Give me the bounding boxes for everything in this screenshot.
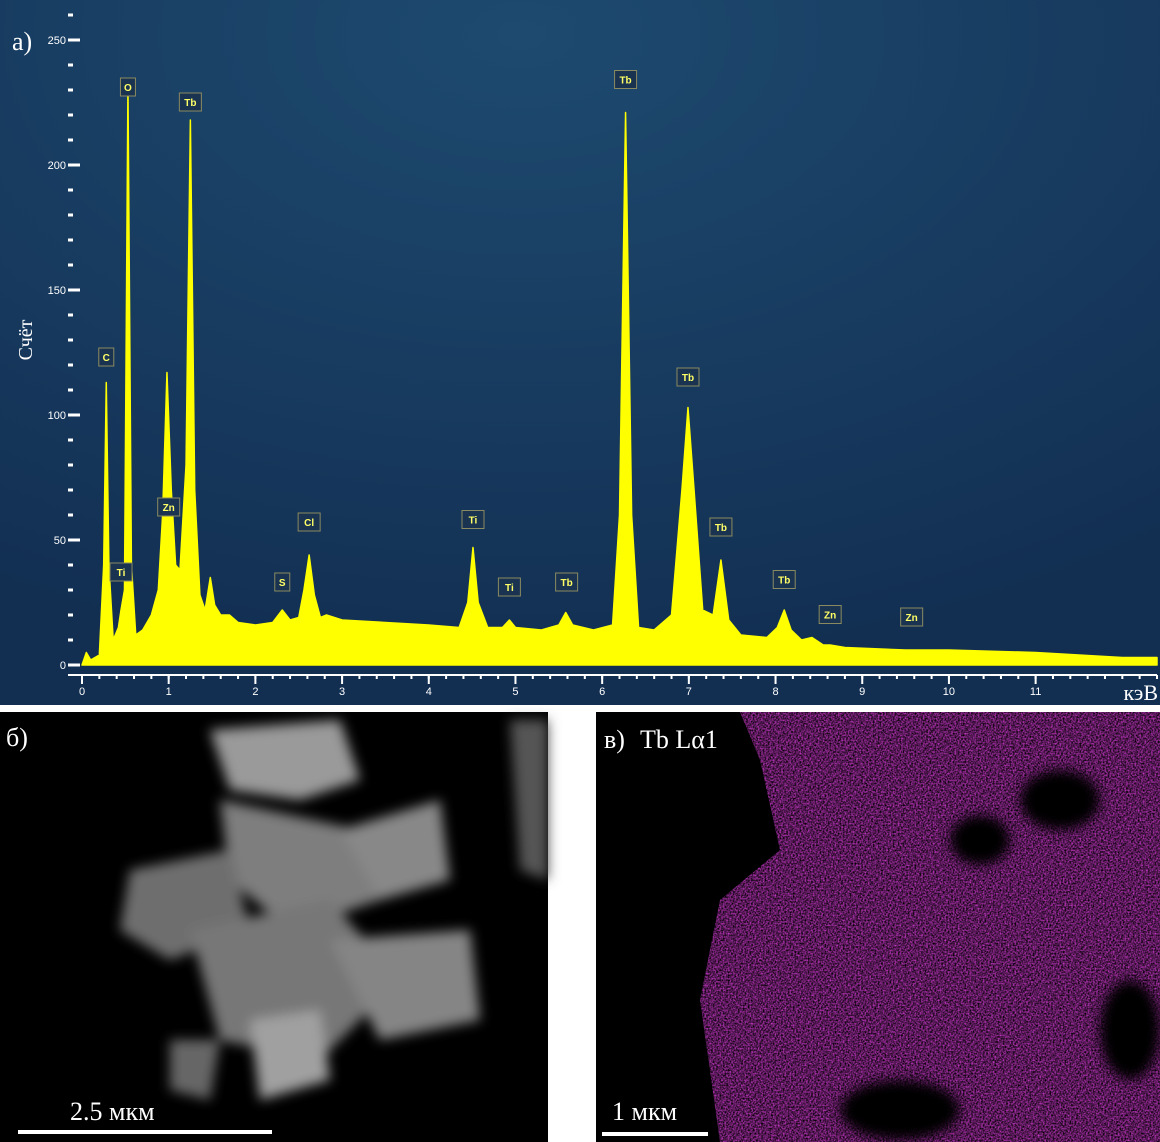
x-tick-label: 4	[426, 686, 432, 698]
y-tick-label: 200	[48, 160, 66, 172]
x-tick-label: 1	[166, 686, 172, 698]
panel-label: в)	[604, 725, 625, 754]
peak-tag-box	[555, 572, 579, 592]
peak-tag: Tb	[619, 76, 631, 87]
x-tick-label: 3	[339, 686, 345, 698]
peak-tag-box	[178, 92, 202, 112]
peak-tag: C	[103, 353, 110, 364]
x-tick-label: 11	[1030, 686, 1041, 698]
y-axis-label: Счёт	[15, 319, 37, 360]
peak-tag: Ti	[505, 583, 514, 594]
peak-tag: Ti	[469, 516, 478, 527]
y-tick-label: 50	[54, 535, 66, 547]
peak-tag: Zn	[824, 611, 836, 622]
peak-tag: O	[124, 83, 132, 94]
peak-tag: Zn	[906, 613, 918, 624]
peak-tag-box	[818, 605, 842, 624]
peak-tag-box	[109, 562, 133, 582]
peak-tag-box	[676, 367, 700, 387]
scale-bar-label: 2.5 мкм	[70, 1097, 155, 1126]
peak-tag-box	[461, 510, 485, 529]
peak-tag-box	[119, 77, 136, 97]
peak-tag-box	[297, 512, 321, 532]
x-tick-label: 10	[943, 686, 955, 698]
scale-bar-label: 1 мкм	[612, 1097, 677, 1126]
peak-tag-box	[614, 70, 638, 89]
peak-tag-box	[157, 497, 181, 517]
x-tick-label: 9	[859, 686, 865, 698]
y-tick-label: 0	[60, 660, 66, 672]
x-axis-label: кэВ	[1123, 680, 1158, 705]
panel-label: а)	[12, 27, 32, 56]
peak-tag: S	[279, 578, 286, 589]
x-tick-label: 6	[599, 686, 605, 698]
element-map-voids	[840, 770, 1160, 1140]
peak-tag: Zn	[163, 503, 175, 514]
spectrum-plot: 0 1 2 3 4 5 6 7 8 9 10 11 0 50 100 150 200 250 C Ti O Zn Tb S Cl…	[48, 13, 1158, 698]
x-tick-label: 0	[79, 686, 85, 698]
x-tick-label: 2	[252, 686, 258, 698]
peak-tag: Tb	[682, 373, 694, 384]
element-label: Tb Lα1	[640, 725, 718, 754]
y-tick-label: 100	[48, 410, 66, 422]
peak-tag: Ti	[117, 568, 126, 579]
element-map-signal	[700, 712, 1160, 1142]
x-tick-label: 7	[686, 686, 692, 698]
peak-tag: Tb	[184, 98, 196, 109]
peak-tag: Cl	[304, 518, 314, 529]
x-tick-label: 5	[512, 686, 518, 698]
x-tick-label: 8	[772, 686, 778, 698]
peak-tag-box	[900, 607, 924, 627]
y-tick-label: 250	[48, 35, 66, 47]
y-tick-label: 150	[48, 285, 66, 297]
peak-tag-box	[497, 577, 521, 597]
peak-tag-box	[274, 572, 291, 592]
peak-tag: Tb	[715, 523, 727, 534]
panel-label: б)	[6, 723, 28, 752]
peak-tag-box	[772, 570, 796, 589]
peak-tag-box	[709, 517, 733, 537]
micrograph-particles	[120, 720, 548, 1100]
spectrum-area	[81, 84, 1158, 666]
peak-tag-box	[98, 347, 115, 367]
peak-tag: Tb	[778, 576, 790, 587]
peak-tag: Tb	[561, 578, 573, 589]
